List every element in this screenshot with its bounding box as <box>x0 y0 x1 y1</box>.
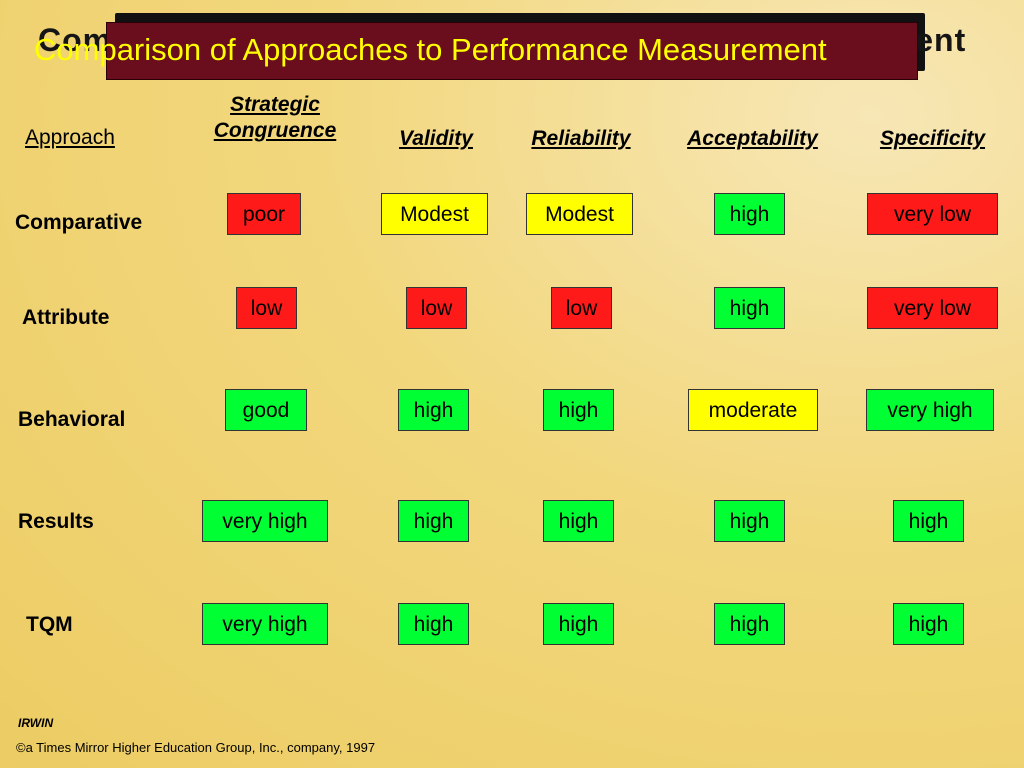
cell-comparative-acceptability: high <box>714 193 785 235</box>
cell-attribute-acceptability: high <box>714 287 785 329</box>
row-label-attribute: Attribute <box>22 306 110 329</box>
cell-tqm-reliability: high <box>543 603 614 645</box>
row-label-behavioral: Behavioral <box>18 408 126 431</box>
header-acceptability: Acceptability <box>687 127 818 150</box>
cell-results-specificity: high <box>893 500 964 542</box>
cell-behavioral-specificity: very high <box>866 389 994 431</box>
cell-attribute-validity: low <box>406 287 467 329</box>
cell-comparative-specificity: very low <box>867 193 998 235</box>
cell-attribute-specificity: very low <box>867 287 998 329</box>
header-validity: Validity <box>399 127 473 150</box>
header-approach: Approach <box>25 126 115 149</box>
cell-results-reliability: high <box>543 500 614 542</box>
cell-results-acceptability: high <box>714 500 785 542</box>
header-strategic-congruence: Strategic Congruence <box>213 93 337 142</box>
cell-tqm-strategic: very high <box>202 603 328 645</box>
cell-results-strategic: very high <box>202 500 328 542</box>
cell-behavioral-acceptability: moderate <box>688 389 818 431</box>
page-title: Comparison of Approaches to Performance … <box>34 32 827 67</box>
publisher-logo-text: IRWIN <box>18 716 54 730</box>
cell-comparative-reliability: Modest <box>526 193 633 235</box>
row-label-tqm: TQM <box>26 613 73 636</box>
cell-comparative-validity: Modest <box>381 193 488 235</box>
title-box <box>106 22 918 80</box>
cell-tqm-acceptability: high <box>714 603 785 645</box>
row-label-comparative: Comparative <box>15 211 143 234</box>
copyright-notice: ©a Times Mirror Higher Education Group, … <box>16 740 376 755</box>
header-reliability: Reliability <box>531 127 631 150</box>
cell-tqm-specificity: high <box>893 603 964 645</box>
cell-comparative-strategic: poor <box>227 193 301 235</box>
cell-behavioral-validity: high <box>398 389 469 431</box>
cell-results-validity: high <box>398 500 469 542</box>
cell-behavioral-strategic: good <box>225 389 307 431</box>
cell-tqm-validity: high <box>398 603 469 645</box>
row-label-results: Results <box>18 510 94 533</box>
header-specificity: Specificity <box>879 127 986 150</box>
cell-attribute-strategic: low <box>236 287 297 329</box>
cell-behavioral-reliability: high <box>543 389 614 431</box>
cell-attribute-reliability: low <box>551 287 612 329</box>
